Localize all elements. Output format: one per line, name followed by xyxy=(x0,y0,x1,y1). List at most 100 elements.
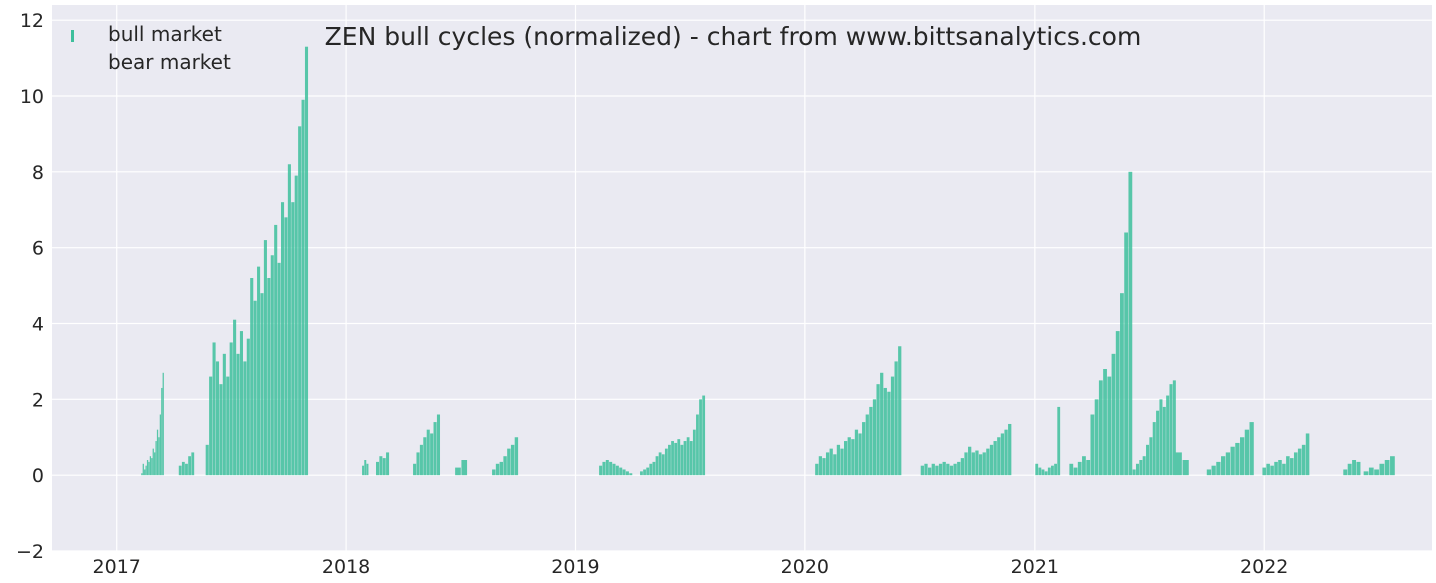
bull-bar xyxy=(640,471,643,476)
x-tick-label: 2019 xyxy=(551,556,599,578)
bull-bar xyxy=(188,456,192,476)
bull-bar xyxy=(1216,461,1221,476)
bull-bar xyxy=(971,452,975,476)
bull-bar xyxy=(674,442,678,476)
bull-bar xyxy=(386,452,390,476)
x-tick-label: 2022 xyxy=(1240,556,1288,578)
bull-bar xyxy=(1244,429,1250,476)
x-tick-label: 2017 xyxy=(93,556,141,578)
bull-bar xyxy=(1235,442,1240,476)
bull-bar xyxy=(158,437,160,476)
bull-bar xyxy=(1249,422,1254,476)
bull-bar xyxy=(364,460,367,476)
bull-bar xyxy=(1290,458,1294,476)
bull-bar xyxy=(602,461,606,476)
bull-bar xyxy=(159,414,162,476)
bull-bar xyxy=(514,437,519,476)
bull-bar xyxy=(1051,465,1054,476)
bull-bar xyxy=(1077,461,1082,476)
x-tick-labels: 2017 2018 2019 2020 2021 2022 xyxy=(93,556,1289,578)
bull-bar xyxy=(423,437,427,476)
bull-bar xyxy=(1111,353,1116,476)
bull-bar xyxy=(1139,460,1143,476)
bull-bar xyxy=(658,452,662,476)
bull-bar xyxy=(1282,463,1286,476)
y-tick-label: 12 xyxy=(20,10,44,32)
y-tick-label: 6 xyxy=(32,238,44,260)
bull-bar xyxy=(455,467,461,476)
chart-title: ZEN bull cycles (normalized) - chart fro… xyxy=(325,22,1142,51)
bull-bar xyxy=(1343,469,1348,476)
bull-bar xyxy=(661,454,665,476)
bull-bar xyxy=(222,353,226,476)
bull-bar xyxy=(699,399,702,476)
bull-bar xyxy=(294,175,298,476)
bull-bar xyxy=(154,452,156,476)
bull-bar xyxy=(964,452,968,476)
bull-bar xyxy=(181,461,185,476)
bull-bar xyxy=(250,278,254,476)
bull-bar xyxy=(149,456,152,476)
bull-bar xyxy=(862,422,866,476)
legend-bull-marker xyxy=(71,30,74,42)
bull-bar xyxy=(1301,444,1306,476)
bull-bar xyxy=(376,461,380,476)
y-tick-label: −2 xyxy=(16,541,44,563)
bull-bar xyxy=(1041,469,1045,476)
bull-bar xyxy=(246,338,250,476)
bull-bar xyxy=(1115,331,1120,476)
bull-bar xyxy=(986,448,990,476)
bull-bar xyxy=(865,414,869,476)
bull-bar xyxy=(461,460,468,476)
bull-bar xyxy=(260,293,264,476)
bull-bar xyxy=(304,46,309,476)
bull-bar xyxy=(836,444,841,476)
y-tick-label: 2 xyxy=(32,389,44,411)
bull-bar xyxy=(677,439,681,476)
y-tick-labels: −2 0 2 4 6 8 10 12 xyxy=(16,10,44,563)
bull-bar xyxy=(1297,448,1302,476)
bull-bar xyxy=(1057,406,1061,476)
bull-bar xyxy=(287,164,291,476)
bull-bar xyxy=(696,414,699,476)
bull-bar xyxy=(243,361,247,476)
bull-bar xyxy=(413,463,417,476)
bull-bar xyxy=(1162,406,1166,476)
bull-bar xyxy=(270,255,274,476)
bull-bar xyxy=(854,429,859,476)
bull-bar xyxy=(1211,465,1216,476)
bull-bar xyxy=(680,444,684,476)
bull-bar xyxy=(416,452,420,476)
bull-bar xyxy=(1120,293,1124,476)
bull-bar xyxy=(1124,232,1129,476)
bull-bar xyxy=(840,448,844,476)
bull-bar xyxy=(1094,399,1099,476)
bull-bar xyxy=(212,342,216,476)
x-tick-label: 2020 xyxy=(781,556,829,578)
bull-bar xyxy=(495,463,500,476)
bull-bar xyxy=(1146,444,1150,476)
bull-bar xyxy=(1221,456,1226,476)
bull-bar xyxy=(144,469,146,476)
bull-bar xyxy=(858,433,862,476)
bull-bar xyxy=(702,395,706,476)
bull-bar xyxy=(822,458,826,476)
bull-bar xyxy=(968,446,972,476)
bull-bar xyxy=(1142,456,1146,476)
bull-bar xyxy=(1098,380,1103,476)
bull-bar xyxy=(233,319,237,476)
bull-bar xyxy=(382,458,386,476)
bull-bar xyxy=(281,202,285,476)
bull-bar xyxy=(949,465,954,476)
y-tick-label: 0 xyxy=(32,465,44,487)
bull-bar xyxy=(652,461,656,476)
bull-bar xyxy=(191,452,195,476)
bull-bar xyxy=(274,224,278,476)
bull-bar xyxy=(1356,461,1361,476)
bull-bar xyxy=(1038,467,1042,476)
bull-market-bars xyxy=(141,46,1395,476)
bull-bar xyxy=(362,465,365,476)
y-tick-label: 10 xyxy=(20,86,44,108)
bull-bar xyxy=(185,463,188,476)
bull-bar xyxy=(1047,467,1051,476)
